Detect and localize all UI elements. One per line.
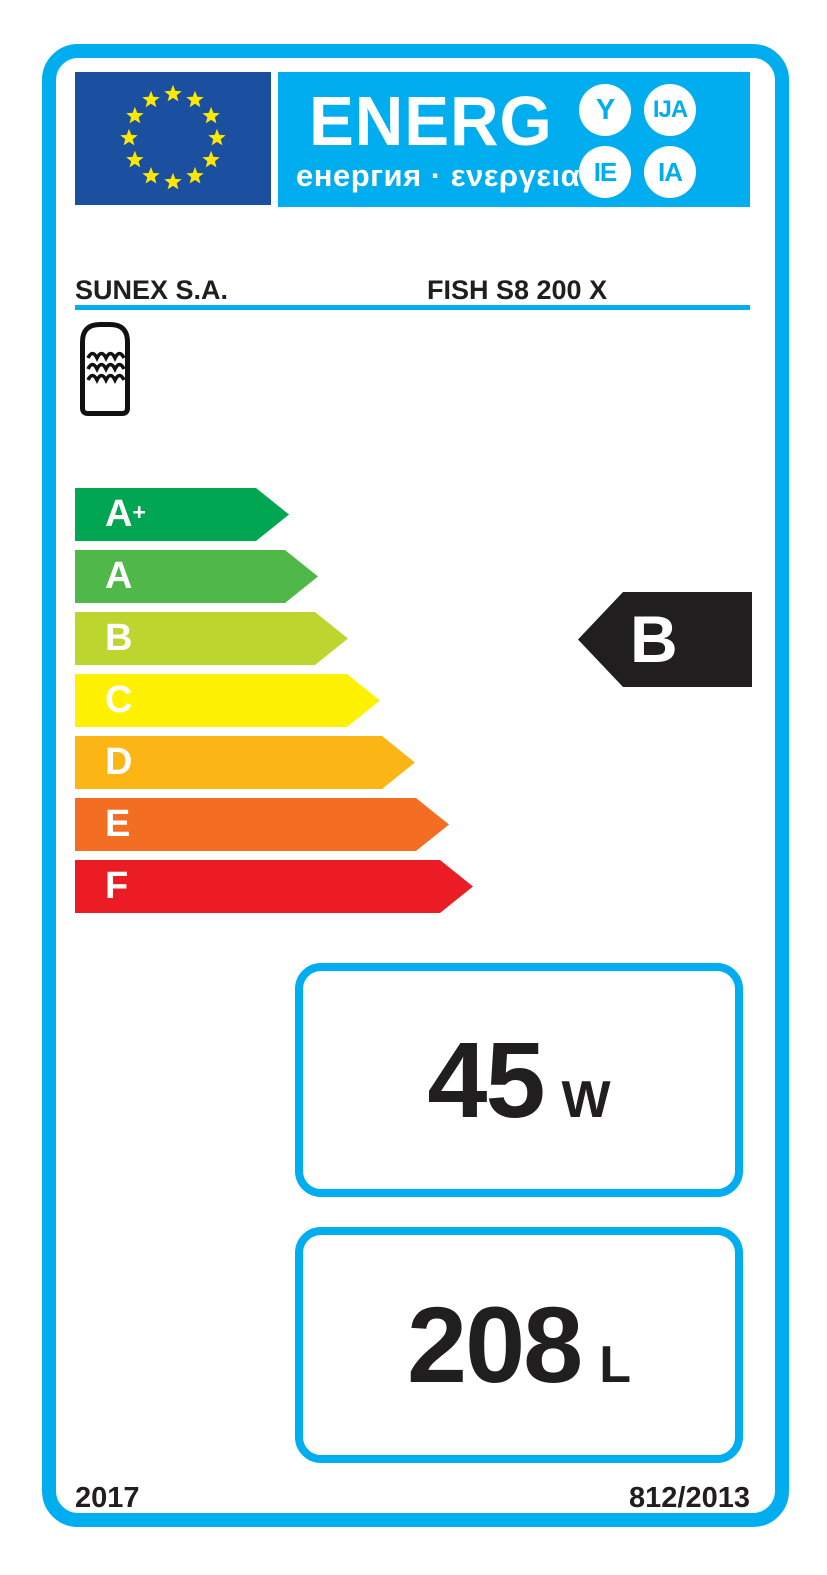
- energ-subtitle: енергия · ενεργεια: [296, 158, 581, 193]
- energy-label-frame: ENERG енергия · ενεργεια Y IJA IE IA SUN…: [42, 44, 789, 1527]
- storage-volume-box: 208 L: [295, 1227, 743, 1463]
- standing-loss-value: 45: [427, 1019, 545, 1140]
- header-divider: [75, 305, 750, 310]
- suffix-circle-ia: IA: [644, 146, 696, 198]
- supplier-name: SUNEX S.A.: [75, 275, 229, 305]
- rating-letter-sup: +: [132, 499, 146, 525]
- regulation-number: 812/2013: [629, 1482, 750, 1514]
- rating-letter: B: [105, 617, 133, 659]
- suffix-circle-ija: IJA: [644, 84, 696, 136]
- energ-banner: ENERG енергия · ενεργεια Y IJA IE IA: [278, 72, 750, 207]
- selected-class-arrow: B: [578, 592, 752, 687]
- rating-arrow-f: F: [75, 860, 473, 913]
- rating-arrow-d: D: [75, 736, 415, 789]
- selected-class-letter: B: [630, 602, 678, 676]
- efficiency-class-scale: A + A B C D E F: [75, 488, 555, 922]
- storage-volume-value: 208: [407, 1284, 583, 1405]
- water-storage-tank-icon: [80, 322, 130, 416]
- footer-row: 2017 812/2013: [75, 1483, 750, 1513]
- suffix-circle-y: Y: [579, 84, 631, 136]
- rating-arrow-a-plus: A +: [75, 488, 289, 541]
- standing-loss-line: 45 W: [427, 1026, 610, 1134]
- rating-letter: F: [105, 865, 129, 907]
- eu-flag-icon: [75, 72, 271, 205]
- storage-volume-line: 208 L: [407, 1291, 631, 1399]
- storage-volume-unit: L: [599, 1336, 631, 1394]
- rating-arrow-b: B: [75, 612, 348, 665]
- rating-arrow-e: E: [75, 798, 449, 851]
- standing-loss-unit: W: [561, 1071, 611, 1129]
- suffix-circle-ie: IE: [579, 146, 631, 198]
- energ-wordmark: ENERG: [309, 82, 553, 160]
- rating-arrow-a: A: [75, 550, 318, 603]
- standing-loss-box: 45 W: [295, 963, 743, 1197]
- label-year: 2017: [75, 1482, 140, 1514]
- rating-letter: C: [105, 679, 133, 721]
- rating-letter: A: [105, 493, 133, 535]
- rating-letter: E: [105, 803, 131, 845]
- rating-letter: A: [105, 555, 133, 597]
- rating-letter: D: [105, 741, 133, 783]
- model-identifier: FISH S8 200 X: [427, 275, 608, 305]
- rating-arrow-c: C: [75, 674, 380, 727]
